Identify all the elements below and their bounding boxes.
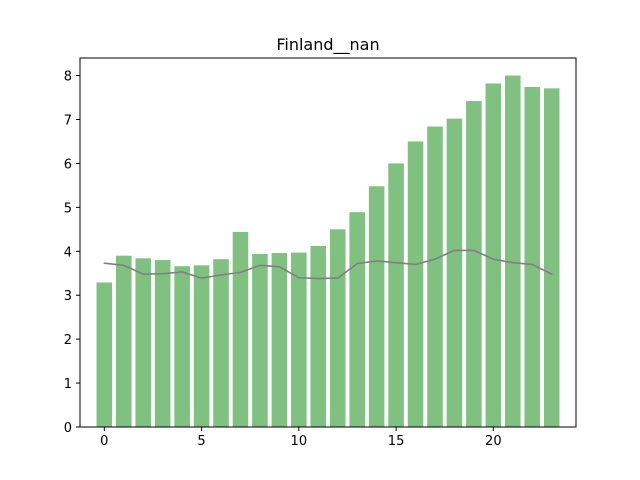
x-tick-label-15: 15 (388, 434, 405, 449)
bar-7 (232, 231, 249, 427)
bar-2 (135, 258, 151, 427)
bar-11 (310, 246, 327, 427)
y-tick-label-3: 3 (64, 289, 72, 304)
y-tick-label-5: 5 (64, 201, 72, 216)
x-tick-label-5: 5 (197, 434, 205, 449)
bar-13 (349, 212, 365, 427)
plot-frame (79, 57, 577, 428)
bar-4 (174, 266, 190, 427)
bar-20 (485, 83, 502, 427)
bar-21 (505, 75, 521, 427)
y-tick-label-7: 7 (64, 114, 72, 129)
x-tick-label-20: 20 (485, 434, 502, 449)
bar-5 (193, 265, 210, 427)
chart-title: Finland__nan (276, 35, 379, 55)
bar-14 (368, 186, 385, 427)
bars-group (96, 75, 560, 428)
bar-12 (329, 229, 346, 427)
line-group (103, 249, 553, 280)
bar-0 (96, 282, 113, 427)
bar-10 (291, 252, 307, 427)
bar-16 (407, 141, 424, 427)
bar-22 (524, 86, 541, 428)
bar-18 (446, 118, 463, 428)
bar-15 (388, 163, 404, 427)
y-tick-label-8: 8 (64, 70, 72, 85)
bar-6 (213, 259, 229, 427)
axes-group: 0 5 10 15 20 0 1 2 3 4 5 6 7 8 (64, 57, 577, 449)
y-tick-label-0: 0 (64, 421, 72, 436)
y-tick-label-1: 1 (64, 377, 72, 392)
bar-23 (543, 88, 560, 427)
bar-3 (154, 260, 171, 427)
bar-19 (466, 101, 482, 428)
line-series (103, 249, 553, 280)
x-tick-label-10: 10 (291, 434, 308, 449)
bar-9 (271, 253, 288, 427)
bar-8 (252, 253, 268, 427)
x-tick-label-0: 0 (100, 434, 108, 449)
bar-17 (427, 126, 443, 427)
y-tick-label-6: 6 (64, 157, 72, 172)
bar-1 (115, 255, 132, 427)
y-tick-label-2: 2 (64, 333, 72, 348)
y-tick-label-4: 4 (64, 245, 72, 260)
